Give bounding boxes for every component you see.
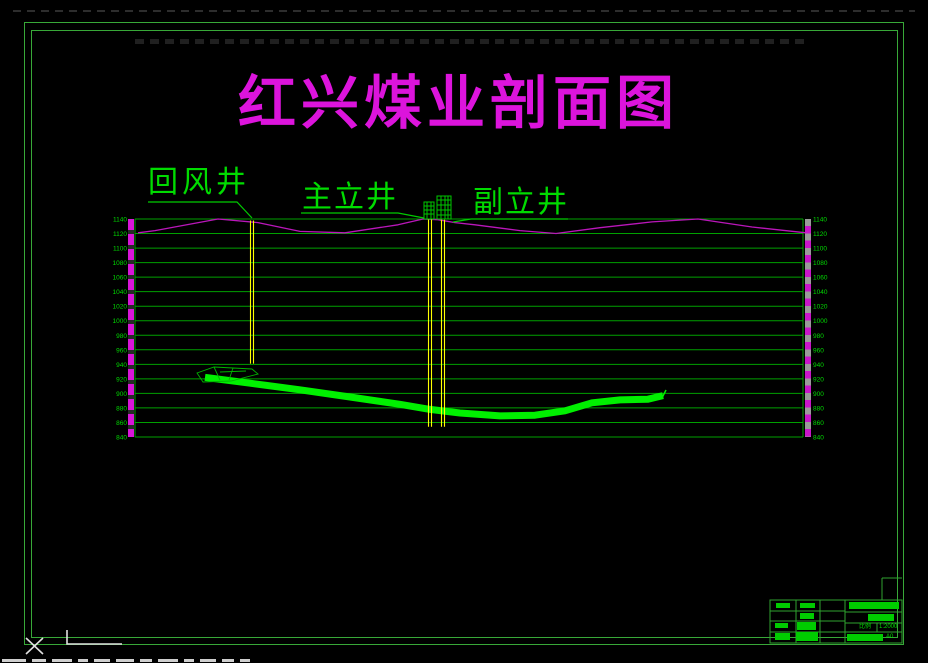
- elev-tick-left: 1040: [113, 289, 128, 296]
- elev-tick-right: 1100: [813, 246, 827, 253]
- elev-tick-left: 1060: [113, 275, 128, 282]
- drawing-title: 红兴煤业剖面图: [238, 71, 680, 136]
- elevation-scale-bar-right: [805, 219, 811, 437]
- leader-return-air-shaft: [148, 201, 253, 219]
- leader-main-shaft: [301, 212, 425, 219]
- titleblock-scale-value: 1:2000: [879, 624, 898, 630]
- seam-outcrop-symbol: [196, 366, 259, 383]
- elev-tick-left: 980: [116, 333, 127, 340]
- drawing-border-outer: [24, 22, 904, 645]
- elev-tick-right: 1020: [813, 304, 828, 311]
- titleblock-sheet-size: A0: [886, 634, 894, 640]
- leader-aux-shaft: [452, 218, 568, 223]
- elev-tick-right: 1120: [813, 231, 827, 238]
- elev-tick-left: 840: [116, 435, 127, 442]
- section-plot: 1140 1140 1120 1120 1100 1100 1080 1080 1060 1060…: [113, 217, 828, 442]
- elev-tick-right: 880: [813, 405, 824, 412]
- seam-end-spur: [661, 389, 667, 399]
- elev-tick-left: 1000: [113, 318, 128, 325]
- titleblock-frame: [769, 577, 903, 644]
- surface-terrain-line: [137, 218, 807, 235]
- elev-tick-right: 1140: [813, 217, 827, 224]
- elev-tick-left: 1020: [113, 304, 128, 311]
- ucs-icon: [25, 630, 122, 655]
- elev-tick-right: 840: [813, 435, 824, 442]
- drawing-border-inner: [31, 30, 898, 638]
- elev-tick-right: 1060: [813, 275, 828, 282]
- label-aux-shaft: 副立井: [473, 186, 569, 219]
- coal-seam-line: [204, 373, 664, 420]
- elev-tick-right: 1040: [813, 289, 828, 296]
- elev-tick-right: 960: [813, 347, 824, 354]
- elev-tick-left: 940: [116, 362, 127, 369]
- commandline-text-remnant: [2, 659, 250, 662]
- elevation-scale-bar-left: [128, 219, 134, 437]
- titleblock-scale-label: 比例: [859, 624, 872, 630]
- label-leaders: [148, 201, 568, 223]
- titleblock-text-blocks: [775, 602, 899, 641]
- elev-tick-left: 960: [116, 347, 127, 354]
- elev-tick-left: 880: [116, 405, 127, 412]
- label-main-shaft: 主立井: [302, 181, 398, 214]
- elev-tick-left: 1140: [113, 217, 127, 224]
- headframe-icon: [423, 195, 452, 220]
- label-return-air-shaft: 回风井: [148, 166, 250, 199]
- elev-tick-left: 920: [116, 376, 127, 383]
- elev-tick-left: 900: [116, 391, 127, 398]
- elev-tick-right: 860: [813, 420, 824, 427]
- elev-tick-left: 1100: [113, 246, 127, 253]
- elev-tick-right: 980: [813, 333, 824, 340]
- elev-tick-left: 860: [116, 420, 127, 427]
- elev-tick-right: 940: [813, 362, 824, 369]
- inner-dashed-line: [135, 39, 807, 44]
- elev-tick-right: 920: [813, 376, 824, 383]
- elev-tick-right: 900: [813, 391, 824, 398]
- elev-tick-left: 1080: [113, 260, 128, 267]
- paper-edge-dashed-line: [13, 10, 915, 12]
- elev-tick-left: 1120: [113, 231, 127, 238]
- elev-tick-right: 1080: [813, 260, 828, 267]
- elev-tick-right: 1000: [813, 318, 828, 325]
